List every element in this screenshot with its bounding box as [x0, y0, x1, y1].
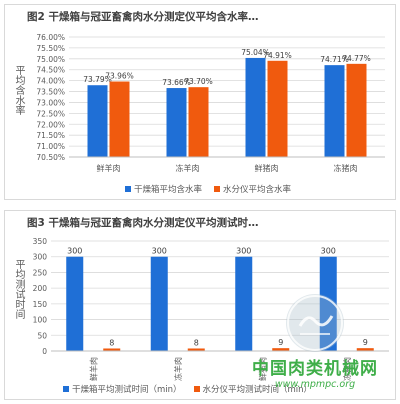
bar-analyzer	[272, 348, 290, 351]
data-label: 9	[363, 338, 368, 347]
x-tick-label: 鲜羊肉	[88, 357, 98, 381]
bar-analyzer	[267, 60, 288, 158]
data-label: 73.66%	[162, 78, 191, 87]
legend-label-analyzer: 水分仪平均含水率	[223, 185, 292, 195]
legend-label-analyzer: 水分仪平均测试时间（min）	[202, 385, 313, 395]
legend-label-oven: 干燥箱平均含水率	[134, 185, 203, 195]
y-tick-label: 72.00%	[36, 120, 65, 129]
legend-label-oven: 干燥箱平均测试时间（min）	[72, 385, 182, 395]
y-tick-label: 72.50%	[36, 109, 65, 118]
data-label: 300	[67, 247, 82, 256]
y-tick-label: 71.50%	[36, 131, 65, 140]
x-tick-label: 冻猪肉	[334, 163, 358, 173]
y-tick-label: 0	[42, 347, 47, 356]
legend: 干燥箱平均含水率 水分仪平均含水率	[125, 183, 291, 195]
y-tick-label: 74.50%	[36, 66, 65, 75]
y-tick-label: 70.50%	[36, 153, 65, 162]
data-label: 300	[152, 247, 167, 256]
legend-swatch-orange	[193, 386, 200, 392]
y-tick-label: 50	[37, 331, 47, 340]
bar-analyzer	[103, 348, 121, 351]
data-label: 8	[109, 338, 114, 347]
y-axis-label: 平均含水率	[13, 65, 24, 115]
legend-swatch-orange	[214, 186, 221, 192]
data-label: 75.04%	[241, 48, 270, 57]
y-tick-label: 76.00%	[36, 33, 65, 42]
legend: 干燥箱平均测试时间（min） 水分仪平均测试时间（min）	[63, 383, 312, 395]
bar-oven	[150, 256, 168, 351]
bar-oven	[166, 88, 187, 157]
test-time-bar-chart: 0 50 100 150 200 250 300 350 300 8 鲜羊肉 300 8 冻羊肉 300 9 鲜…	[33, 237, 389, 381]
bar-oven	[324, 65, 345, 157]
data-label: 73.96%	[105, 72, 134, 81]
y-tick-label: 200	[33, 284, 48, 293]
bar-oven	[66, 256, 84, 351]
data-label: 8	[194, 338, 199, 347]
data-label: 9	[278, 338, 283, 347]
y-tick-label: 75.50%	[36, 44, 65, 53]
data-label: 73.79%	[83, 75, 112, 84]
y-axis-label: 平均测试时间	[13, 259, 24, 319]
y-tick-label: 73.00%	[36, 98, 65, 107]
legend-item-analyzer: 水分仪平均测试时间（min）	[193, 383, 313, 395]
y-tick-label: 250	[33, 268, 48, 277]
data-label: 300	[236, 247, 251, 256]
chart-title: 图2 干燥箱与冠亚畜禽肉水分测定仪平均含水率…	[27, 11, 259, 23]
legend-item-analyzer: 水分仪平均含水率	[214, 183, 291, 195]
x-tick-label: 冻羊肉	[173, 357, 183, 381]
bar-analyzer	[109, 81, 130, 157]
x-tick-label: 鲜羊肉	[97, 163, 121, 173]
y-tick-label: 75.00%	[36, 55, 65, 64]
x-tick-label: 冻猪肉	[342, 357, 352, 381]
moisture-chart-panel: 图2 干燥箱与冠亚畜禽肉水分测定仪平均含水率… 平均含水率 70.50% 71.0…	[4, 4, 396, 200]
bar-analyzer	[346, 63, 367, 157]
data-label: 74.77%	[342, 54, 371, 63]
data-label: 74.71%	[320, 55, 349, 64]
legend-swatch-blue	[63, 386, 69, 392]
legend-item-oven: 干燥箱平均含水率	[125, 183, 202, 195]
x-tick-label: 鲜猪肉	[255, 163, 279, 173]
data-label: 73.70%	[184, 77, 213, 86]
x-tick-label: 冻羊肉	[176, 163, 200, 173]
y-tick-label: 71.00%	[36, 142, 65, 151]
y-tick-label: 74.00%	[36, 77, 65, 86]
bar-analyzer	[356, 348, 374, 351]
bar-oven	[235, 256, 253, 351]
bar-oven	[87, 85, 108, 157]
legend-item-oven: 干燥箱平均测试时间（min）	[63, 383, 182, 395]
test-time-chart-panel: 图3 干燥箱与冠亚畜禽肉水分测定仪平均测试时… 平均测试时间 0 50 100 150…	[4, 210, 396, 400]
bar-oven	[245, 57, 266, 158]
y-tick-label: 300	[33, 253, 48, 262]
bar-analyzer	[188, 87, 209, 157]
y-tick-label: 73.50%	[36, 88, 65, 97]
legend-swatch-blue	[125, 186, 131, 192]
y-tick-label: 350	[33, 237, 48, 246]
data-label: 74.91%	[263, 51, 292, 60]
x-tick-label: 鲜猪肉	[257, 357, 267, 381]
moisture-bar-chart: 70.50% 71.00% 71.50% 72.00% 72.50% 73.00%73.5…	[36, 33, 385, 173]
y-tick-label: 100	[33, 316, 48, 325]
bar-oven	[319, 256, 337, 351]
data-label: 300	[321, 247, 336, 256]
bar-analyzer	[187, 348, 205, 351]
chart-title: 图3 干燥箱与冠亚畜禽肉水分测定仪平均测试时…	[27, 217, 259, 229]
y-tick-label: 150	[33, 300, 48, 309]
